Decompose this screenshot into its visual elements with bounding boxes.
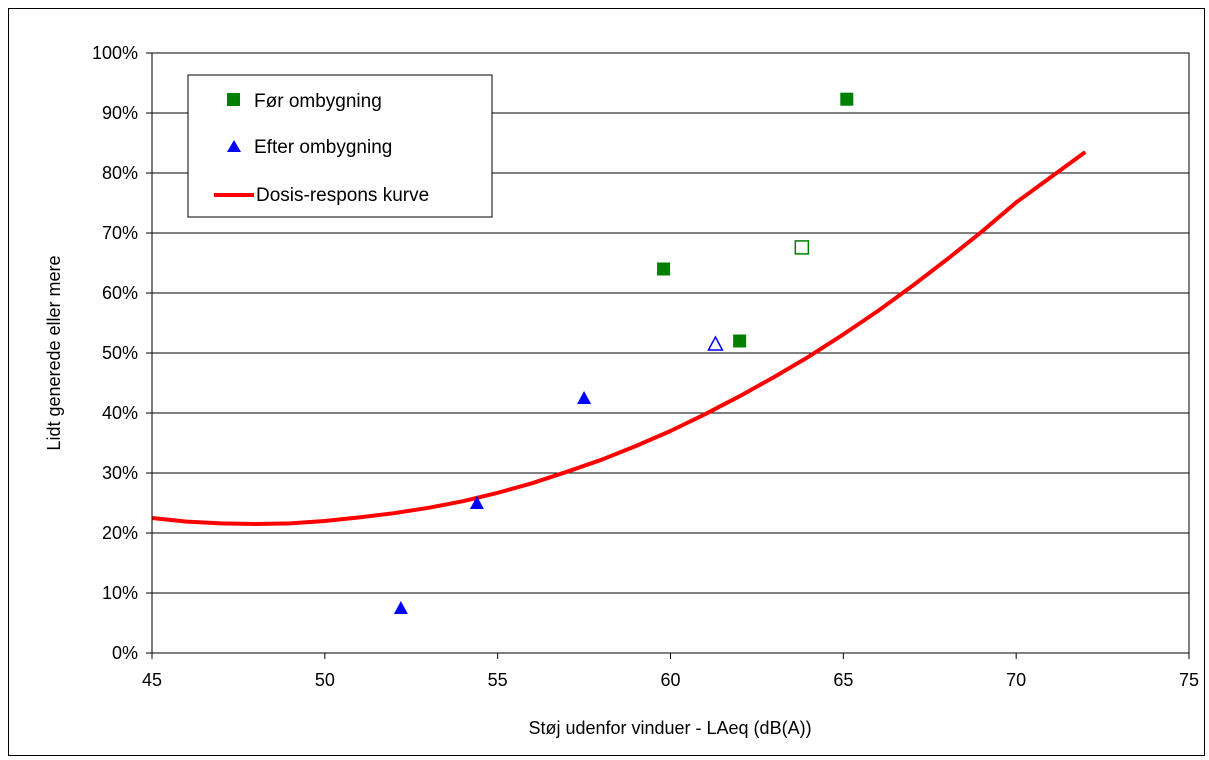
legend-marker-triangle bbox=[227, 140, 241, 152]
y-tick-label: 100% bbox=[92, 43, 138, 63]
x-tick-label: 45 bbox=[142, 670, 162, 690]
x-axis-title: Støj udenfor vinduer - LAeq (dB(A)) bbox=[528, 718, 811, 738]
after-renovation-point bbox=[393, 601, 408, 614]
after-renovation-point bbox=[469, 496, 484, 509]
legend-label-after: Efter ombygning bbox=[254, 137, 392, 158]
legend-label-curve: Dosis-respons kurve bbox=[256, 185, 429, 206]
legend-marker-square bbox=[227, 93, 240, 106]
y-tick-label: 0% bbox=[112, 643, 138, 663]
before-renovation-point-open bbox=[794, 240, 810, 255]
marker-layer bbox=[393, 92, 854, 614]
after-renovation-point bbox=[577, 391, 592, 404]
before-renovation-point bbox=[657, 262, 671, 276]
before-renovation-point bbox=[733, 334, 747, 348]
x-tick-label: 75 bbox=[1179, 670, 1199, 690]
x-tick-label: 65 bbox=[833, 670, 853, 690]
y-tick-label: 20% bbox=[102, 523, 138, 543]
plot-area-border bbox=[151, 52, 1190, 654]
x-tick-label: 70 bbox=[1006, 670, 1026, 690]
curve-layer bbox=[151, 150, 1087, 526]
x-tick-label: 50 bbox=[315, 670, 335, 690]
y-tick-label: 90% bbox=[102, 103, 138, 123]
x-tick-label: 55 bbox=[488, 670, 508, 690]
y-tick-label: 50% bbox=[102, 343, 138, 363]
y-axis-title: Lidt generede eller mere bbox=[44, 255, 64, 450]
y-tick-label: 70% bbox=[102, 223, 138, 243]
before-renovation-point bbox=[840, 92, 854, 106]
dose-response-curve bbox=[151, 150, 1087, 526]
legend-label-before: Før ombygning bbox=[254, 91, 382, 112]
axes: 0% 10% 20% 30% 40% 50% 60% 70% 80% 90% 100% 45 50 55 6… bbox=[92, 43, 1199, 690]
y-tick-label: 80% bbox=[102, 163, 138, 183]
x-tick-label: 60 bbox=[660, 670, 680, 690]
y-tick-label: 40% bbox=[102, 403, 138, 423]
y-tick-label: 30% bbox=[102, 463, 138, 483]
legend: Før ombygning Efter ombygning Dosis-resp… bbox=[187, 74, 493, 218]
y-tick-label: 10% bbox=[102, 583, 138, 603]
after-renovation-point-open bbox=[707, 335, 724, 351]
y-tick-label: 60% bbox=[102, 283, 138, 303]
